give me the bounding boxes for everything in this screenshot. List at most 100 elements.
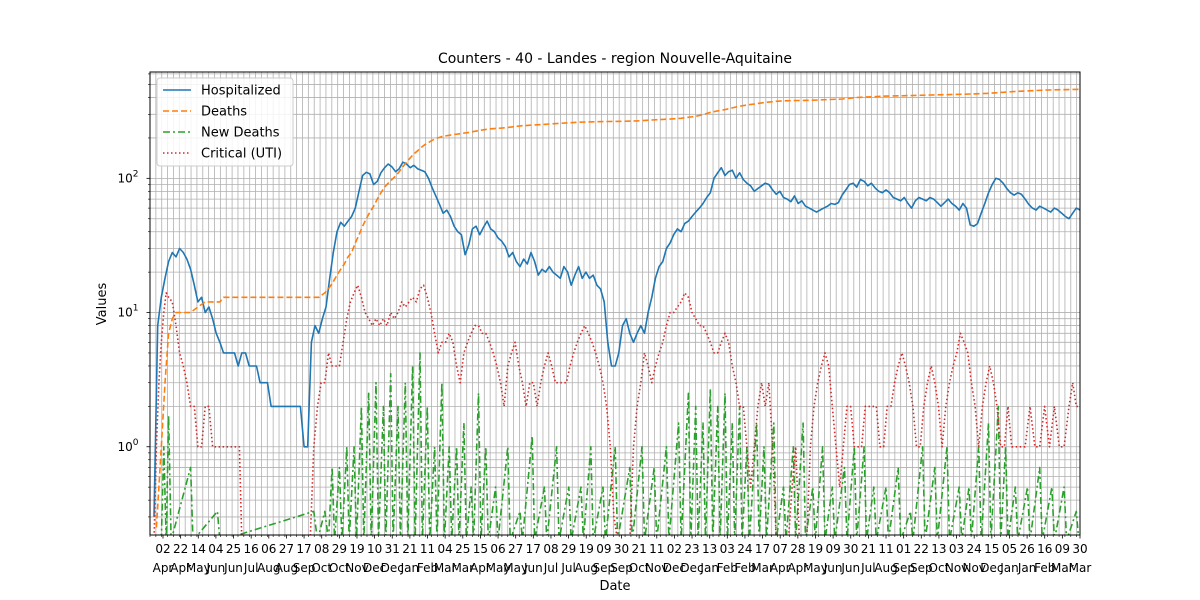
x-tick-label-month: Mar <box>451 561 474 575</box>
x-tick-label-month: Oct <box>311 561 332 575</box>
x-tick-label-month: Sep <box>892 561 915 575</box>
x-tick-label-day: 08 <box>543 542 558 556</box>
x-tick-label-month: Apr <box>153 561 174 575</box>
x-tick-label-day: 17 <box>526 542 541 556</box>
x-tick-label-month: Jan <box>400 561 420 575</box>
x-tick-label-month: Jul <box>860 561 875 575</box>
x-tick-label-month: Nov <box>345 561 368 575</box>
x-tick-label-month: Oct <box>929 561 950 575</box>
x-tick-label-month: Jun <box>823 561 843 575</box>
x-tick-label-day: 01 <box>896 542 911 556</box>
x-tick-label-day: 27 <box>508 542 523 556</box>
x-tick-label-day: 25 <box>455 542 470 556</box>
x-tick-label-month: Jun <box>206 561 226 575</box>
x-tick-label-day: 26 <box>1019 542 1034 556</box>
x-tick-label-day: 06 <box>261 542 276 556</box>
x-tick-label-month: Dec <box>663 561 686 575</box>
x-tick-label-month: Nov <box>645 561 668 575</box>
x-tick-label-month: Feb <box>1034 561 1055 575</box>
x-tick-label-month: Oct <box>629 561 650 575</box>
x-tick-label-month: Mar <box>434 561 457 575</box>
x-tick-label-month: Jan <box>1017 561 1037 575</box>
x-tick-label-day: 16 <box>244 542 259 556</box>
x-tick-label-day: 10 <box>367 542 382 556</box>
plot-series <box>153 88 1080 535</box>
x-tick-label-month: Feb <box>417 561 438 575</box>
x-tick-label-day: 29 <box>332 542 347 556</box>
x-tick-label-month: May <box>503 561 528 575</box>
x-tick-label-day: 21 <box>402 542 417 556</box>
x-tick-label-day: 09 <box>1055 542 1070 556</box>
x-tick-label-month: Apr <box>470 561 491 575</box>
x-tick-label-day: 02 <box>155 542 170 556</box>
x-tick-label-day: 08 <box>314 542 329 556</box>
legend-label: Deaths <box>201 105 247 120</box>
x-tick-label-month: Jul <box>543 561 558 575</box>
x-tick-label-day: 21 <box>861 542 876 556</box>
x-tick-label-month: Sep <box>293 561 316 575</box>
x-tick-label-day: 03 <box>720 542 735 556</box>
x-tick-label-day: 27 <box>279 542 294 556</box>
x-tick-label-month: Dec <box>680 561 703 575</box>
x-tick-label-day: 13 <box>931 542 946 556</box>
x-tick-label-month: Nov <box>945 561 968 575</box>
x-tick-label-month: Sep <box>593 561 616 575</box>
x-tick-label-month: Jun <box>523 561 543 575</box>
chart-title: Counters - 40 - Landes - region Nouvelle… <box>438 51 792 67</box>
x-tick-label-month: Jan <box>999 561 1019 575</box>
x-tick-label-month: Jun <box>840 561 860 575</box>
x-tick-label-day: 06 <box>490 542 505 556</box>
x-tick-label-month: Dec <box>363 561 386 575</box>
x-tick-label-month: Sep <box>910 561 933 575</box>
x-tick-label-month: Apr <box>787 561 808 575</box>
x-tick-label-day: 11 <box>878 542 893 556</box>
x-tick-label-month: Nov <box>962 561 985 575</box>
x-tick-label-month: Dec <box>381 561 404 575</box>
x-tick-label-month: Feb <box>734 561 755 575</box>
series-line-critical-uti <box>153 284 1080 535</box>
x-tick-label-day: 30 <box>1072 542 1087 556</box>
x-tick-label-month: Apr <box>770 561 791 575</box>
x-tick-label-month: May <box>803 561 828 575</box>
x-tick-label-day: 19 <box>349 542 364 556</box>
series-line-deaths <box>155 88 1080 528</box>
x-tick-label-day: 15 <box>473 542 488 556</box>
x-tick-label-day: 17 <box>755 542 770 556</box>
x-tick-label-day: 11 <box>649 542 664 556</box>
x-tick-label-day: 16 <box>1037 542 1052 556</box>
x-tick-label-day: 31 <box>385 542 400 556</box>
plot-frame <box>149 71 1081 536</box>
x-tick-label-month: Mar <box>1051 561 1074 575</box>
x-axis-label: Date <box>599 579 630 594</box>
x-tick-label-day: 22 <box>914 542 929 556</box>
x-tick-label-month: Apr <box>170 561 191 575</box>
x-tick-label-day: 21 <box>631 542 646 556</box>
legend-box <box>156 77 294 167</box>
y-axis-label: Values <box>95 283 110 326</box>
x-tick-label-day: 24 <box>737 542 752 556</box>
x-tick-label-month: Sep <box>610 561 633 575</box>
x-tick-label-day: 14 <box>191 542 206 556</box>
x-tick-label-day: 03 <box>949 542 964 556</box>
x-tick-label-day: 30 <box>843 542 858 556</box>
legend-label: Hospitalized <box>201 84 281 99</box>
x-tick-label-month: Jan <box>699 561 719 575</box>
x-tick-label-month: Aug <box>275 561 298 575</box>
x-tick-label-day: 15 <box>984 542 999 556</box>
x-tick-label-month: Oct <box>329 561 350 575</box>
x-tick-label-month: Mar <box>751 561 774 575</box>
x-tick-label-day: 28 <box>790 542 805 556</box>
x-tick-label-day: 04 <box>208 542 223 556</box>
x-tick-label-month: Aug <box>575 561 598 575</box>
series-line-hospitalized <box>153 161 1080 517</box>
x-tick-label-day: 11 <box>420 542 435 556</box>
x-tick-label-day: 09 <box>596 542 611 556</box>
x-tick-label-day: 04 <box>438 542 453 556</box>
x-tick-label-day: 29 <box>561 542 576 556</box>
x-tick-label-day: 19 <box>579 542 594 556</box>
x-tick-label-day: 09 <box>825 542 840 556</box>
x-tick-label-month: Jun <box>223 561 243 575</box>
x-tick-label-month: Mar <box>1069 561 1092 575</box>
x-tick-label-day: 22 <box>173 542 188 556</box>
